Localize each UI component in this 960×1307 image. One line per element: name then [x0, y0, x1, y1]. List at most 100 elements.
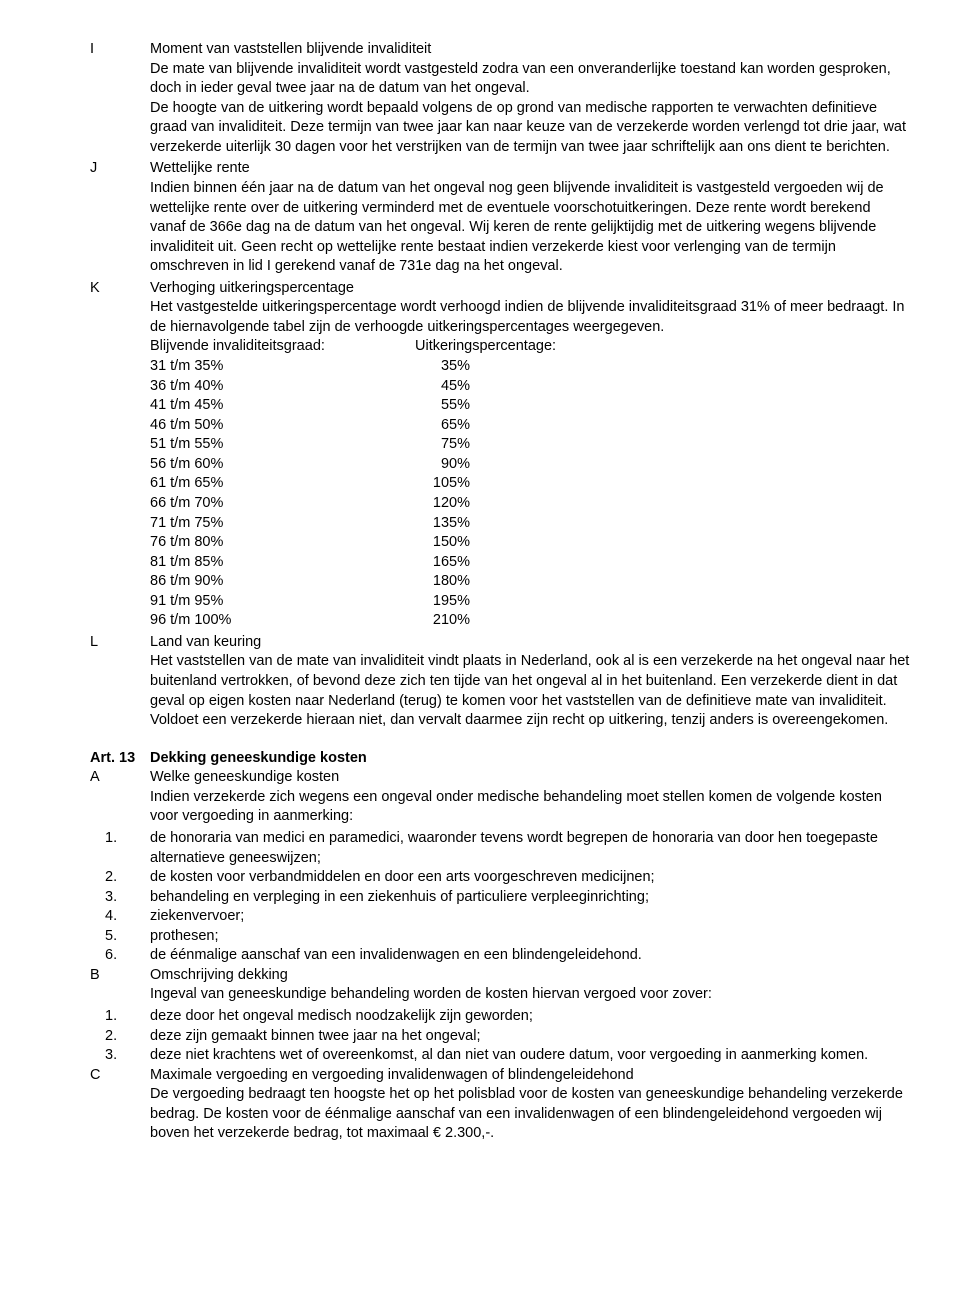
section-content: Welke geneeskundige kosten Indien verzek…	[150, 768, 910, 827]
list-item: 3.deze niet krachtens wet of overeenkoms…	[90, 1046, 910, 1066]
list-item: 4.ziekenvervoer;	[90, 907, 910, 927]
table-row: 51 t/m 55%75%	[150, 435, 910, 455]
section-body: De mate van blijvende invaliditeit wordt…	[150, 60, 910, 99]
section-B: B Omschrijving dekking Ingeval van genee…	[90, 966, 910, 1005]
section-title: Verhoging uitkeringspercentage	[150, 279, 910, 299]
section-letter: B	[90, 966, 150, 1005]
table-cell: 165%	[415, 553, 470, 573]
table-row: 46 t/m 50%65%	[150, 416, 910, 436]
section-content: Land van keuring Het vaststellen van de …	[150, 633, 910, 731]
table-cell: 45%	[415, 377, 470, 397]
table-cell: 61 t/m 65%	[150, 474, 415, 494]
table-cell: 96 t/m 100%	[150, 611, 415, 631]
table-row: 31 t/m 35%35%	[150, 357, 910, 377]
table-cell: 75%	[415, 435, 470, 455]
section-letter: K	[90, 279, 150, 631]
section-letter: J	[90, 159, 150, 276]
table-cell: 135%	[415, 514, 470, 534]
table-row: 96 t/m 100%210%	[150, 611, 910, 631]
section-letter: L	[90, 633, 150, 731]
table-cell: 90%	[415, 455, 470, 475]
item-text: de honoraria van medici en paramedici, w…	[150, 829, 910, 868]
section-content: Wettelijke rente Indien binnen één jaar …	[150, 159, 910, 276]
item-text: ziekenvervoer;	[150, 907, 910, 927]
table-row: 66 t/m 70%120%	[150, 494, 910, 514]
section-J: J Wettelijke rente Indien binnen één jaa…	[90, 159, 910, 276]
list-item: 1.de honoraria van medici en paramedici,…	[90, 829, 910, 868]
list-B: 1.deze door het ongeval medisch noodzake…	[90, 1007, 910, 1066]
table-cell: 210%	[415, 611, 470, 631]
item-number: 4.	[90, 907, 150, 927]
table-header-col2: Uitkeringspercentage:	[415, 337, 556, 357]
item-number: 1.	[90, 1007, 150, 1027]
table-row: 86 t/m 90%180%	[150, 572, 910, 592]
section-body: Het vaststellen van de mate van invalidi…	[150, 652, 910, 730]
item-text: deze door het ongeval medisch noodzakeli…	[150, 1007, 910, 1027]
section-A: A Welke geneeskundige kosten Indien verz…	[90, 768, 910, 827]
table-row: 41 t/m 45%55%	[150, 396, 910, 416]
item-text: behandeling en verpleging in een ziekenh…	[150, 888, 910, 908]
table-cell: 36 t/m 40%	[150, 377, 415, 397]
table-cell: 86 t/m 90%	[150, 572, 415, 592]
section-content: Omschrijving dekking Ingeval van geneesk…	[150, 966, 910, 1005]
table-cell: 150%	[415, 533, 470, 553]
list-item: 2.de kosten voor verbandmiddelen en door…	[90, 868, 910, 888]
table-row: 61 t/m 65%105%	[150, 474, 910, 494]
section-title: Moment van vaststellen blijvende invalid…	[150, 40, 910, 60]
article-label: Art. 13	[90, 749, 150, 769]
list-A: 1.de honoraria van medici en paramedici,…	[90, 829, 910, 966]
table-row: 36 t/m 40%45%	[150, 377, 910, 397]
list-item: 1.deze door het ongeval medisch noodzake…	[90, 1007, 910, 1027]
list-item: 3.behandeling en verpleging in een zieke…	[90, 888, 910, 908]
section-L: L Land van keuring Het vaststellen van d…	[90, 633, 910, 731]
table-row: 71 t/m 75%135%	[150, 514, 910, 534]
section-letter: C	[90, 1066, 150, 1144]
section-I: I Moment van vaststellen blijvende inval…	[90, 40, 910, 157]
item-text: prothesen;	[150, 927, 910, 947]
section-title: Welke geneeskundige kosten	[150, 768, 910, 788]
item-number: 1.	[90, 829, 150, 868]
table-cell: 81 t/m 85%	[150, 553, 415, 573]
item-text: deze zijn gemaakt binnen twee jaar na he…	[150, 1027, 910, 1047]
table-cell: 91 t/m 95%	[150, 592, 415, 612]
table-cell: 31 t/m 35%	[150, 357, 415, 377]
table-cell: 76 t/m 80%	[150, 533, 415, 553]
item-number: 2.	[90, 868, 150, 888]
item-text: de kosten voor verbandmiddelen en door e…	[150, 868, 910, 888]
table-row: 56 t/m 60%90%	[150, 455, 910, 475]
table-cell: 56 t/m 60%	[150, 455, 415, 475]
item-number: 6.	[90, 946, 150, 966]
table-cell: 35%	[415, 357, 470, 377]
article-13-header: Art. 13 Dekking geneeskundige kosten	[90, 749, 910, 769]
section-body: Het vastgestelde uitkeringspercentage wo…	[150, 298, 910, 337]
section-title: Wettelijke rente	[150, 159, 910, 179]
section-C: C Maximale vergoeding en vergoeding inva…	[90, 1066, 910, 1144]
section-body: De vergoeding bedraagt ten hoogste het o…	[150, 1085, 910, 1144]
item-text: de éénmalige aanschaf van een invalidenw…	[150, 946, 910, 966]
table-row: 81 t/m 85%165%	[150, 553, 910, 573]
section-K: K Verhoging uitkeringspercentage Het vas…	[90, 279, 910, 631]
table-cell: 120%	[415, 494, 470, 514]
section-body: Ingeval van geneeskundige behandeling wo…	[150, 985, 910, 1005]
section-content: Maximale vergoeding en vergoeding invali…	[150, 1066, 910, 1144]
table-cell: 65%	[415, 416, 470, 436]
section-letter: I	[90, 40, 150, 157]
table-cell: 66 t/m 70%	[150, 494, 415, 514]
table-row: 91 t/m 95%195%	[150, 592, 910, 612]
table-cell: 46 t/m 50%	[150, 416, 415, 436]
table-header-col1: Blijvende invaliditeitsgraad:	[150, 337, 415, 357]
section-letter: A	[90, 768, 150, 827]
item-number: 2.	[90, 1027, 150, 1047]
percentage-table: 31 t/m 35%35%36 t/m 40%45%41 t/m 45%55%4…	[150, 357, 910, 631]
list-item: 2.deze zijn gemaakt binnen twee jaar na …	[90, 1027, 910, 1047]
table-cell: 55%	[415, 396, 470, 416]
section-title: Omschrijving dekking	[150, 966, 910, 986]
table-cell: 105%	[415, 474, 470, 494]
section-body: Indien verzekerde zich wegens een ongeva…	[150, 788, 910, 827]
list-item: 5.prothesen;	[90, 927, 910, 947]
item-number: 3.	[90, 1046, 150, 1066]
section-body: De hoogte van de uitkering wordt bepaald…	[150, 99, 910, 158]
item-text: deze niet krachtens wet of overeenkomst,…	[150, 1046, 910, 1066]
section-title: Land van keuring	[150, 633, 910, 653]
list-item: 6.de éénmalige aanschaf van een invalide…	[90, 946, 910, 966]
